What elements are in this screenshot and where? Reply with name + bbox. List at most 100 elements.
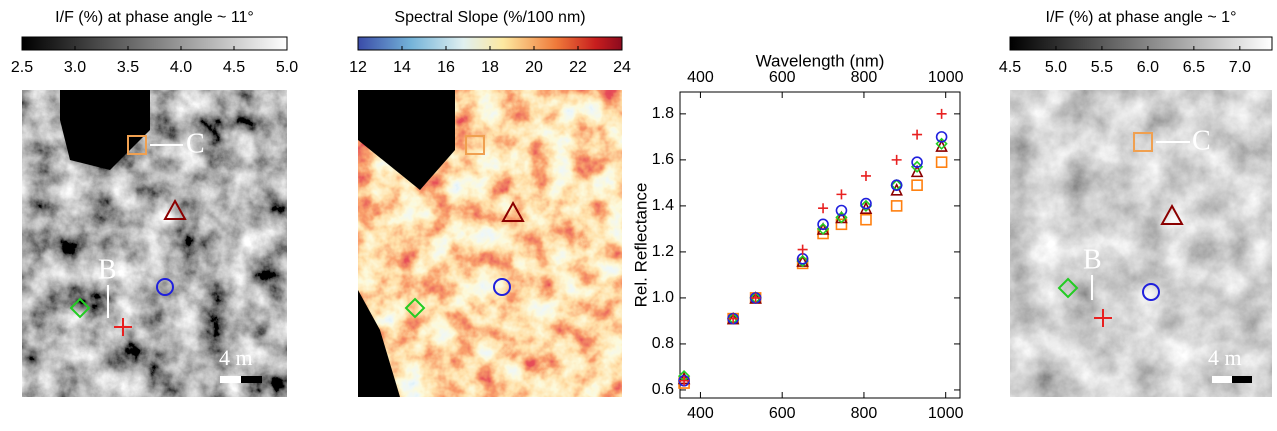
- point: [935, 137, 948, 150]
- colorbar-tick-label: 7.0: [1229, 59, 1251, 76]
- x-axis-label: Wavelength (nm): [756, 51, 885, 70]
- marker-diamond: [1057, 277, 1079, 299]
- point: [912, 129, 923, 140]
- image: [1010, 90, 1272, 397]
- colorbar-tick-label: 14: [393, 59, 411, 76]
- image-panel: C B 4 m: [22, 90, 287, 397]
- colorbar-tick-label: 24: [613, 59, 631, 76]
- marker-square: [1133, 132, 1153, 152]
- colorbar-tick-label: 5.0: [276, 59, 298, 76]
- colorbar-tick-label: 20: [525, 59, 543, 76]
- point: [859, 199, 873, 213]
- point: [835, 218, 848, 231]
- annotation: B: [98, 254, 117, 285]
- scale-bar: [220, 376, 241, 383]
- colorbar-tick-label: 4.5: [223, 59, 245, 76]
- colorbar-tick-label: 3.5: [117, 59, 139, 76]
- image-panel: C B 4 m: [1010, 90, 1272, 397]
- point: [935, 131, 948, 143]
- point: [860, 197, 872, 210]
- colorbar-tick-label: 16: [437, 59, 455, 76]
- y-tick-label: 0.6: [652, 381, 674, 398]
- point: [796, 254, 809, 268]
- point: [818, 203, 829, 214]
- colorbar-tick-label: 5.0: [1045, 59, 1067, 76]
- point: [796, 254, 809, 267]
- marker-diamond: [69, 297, 91, 319]
- point: [750, 292, 761, 303]
- point: [835, 211, 848, 224]
- point: [890, 179, 903, 191]
- colorbar-title: I/F (%) at phase angle ~ 11°: [55, 9, 254, 26]
- y-tick-label: 1.8: [652, 105, 674, 122]
- y-tick-label: 1.2: [652, 243, 674, 260]
- marker-plus: [114, 318, 132, 336]
- point: [728, 313, 739, 324]
- point: [890, 200, 903, 212]
- scale-bar: [1212, 376, 1232, 383]
- point: [911, 156, 923, 168]
- point: [910, 164, 924, 178]
- colorbar-tick-label: 6.5: [1183, 59, 1205, 76]
- x-tick-label: 1000: [928, 405, 964, 422]
- x-tick-label: 800: [851, 405, 878, 422]
- scale-bar: [241, 376, 262, 383]
- plot-frame: [679, 91, 961, 399]
- colorbar-tick-label: 4.5: [999, 59, 1021, 76]
- y-tick-label: 1.4: [652, 197, 674, 214]
- x-tick-label-top: 800: [851, 69, 878, 86]
- point: [679, 375, 690, 386]
- point: [796, 257, 809, 270]
- marker-triangle: [1160, 203, 1184, 225]
- colorbar-tick-label: 12: [349, 59, 367, 76]
- annotation: C: [1192, 125, 1211, 156]
- x-tick-label-top: 600: [769, 69, 796, 86]
- colorbar-tick-label: 22: [569, 59, 587, 76]
- y-tick-label: 1.0: [652, 289, 674, 306]
- point: [835, 204, 848, 217]
- scale-label: 4 m: [219, 345, 253, 370]
- y-tick-label: 0.8: [652, 335, 674, 352]
- colorbar-tick-label: 4.0: [170, 59, 192, 76]
- shadow: [358, 290, 400, 397]
- colorbar: [1009, 36, 1273, 51]
- shadow: [358, 90, 455, 190]
- scale-bar: [1232, 376, 1252, 383]
- colorbar-title: Spectral Slope (%/100 nm): [394, 9, 585, 26]
- colorbar-tick-label: 6.0: [1137, 59, 1159, 76]
- annotation: B: [1083, 244, 1102, 275]
- colorbar-title: I/F (%) at phase angle ~ 1°: [1046, 9, 1237, 26]
- x-tick-label: 400: [687, 405, 714, 422]
- image-panel: [358, 90, 622, 397]
- point: [935, 156, 948, 168]
- point: [860, 170, 871, 181]
- marker-triangle: [501, 200, 525, 222]
- x-tick-label-top: 400: [687, 69, 714, 86]
- point: [911, 179, 923, 191]
- colorbar-tick-label: 3.0: [64, 59, 86, 76]
- marker-circle: [156, 278, 174, 296]
- x-tick-label: 600: [769, 405, 796, 422]
- colorbar-tick-label: 2.5: [11, 59, 33, 76]
- colorbar-tick-label: 5.5: [1091, 59, 1113, 76]
- y-tick-label: 1.6: [652, 151, 674, 168]
- y-axis-label: Rel. Reflectance: [631, 183, 650, 308]
- marker-square: [465, 135, 485, 155]
- marker-triangle: [163, 198, 187, 220]
- point: [891, 154, 902, 165]
- point: [797, 244, 808, 255]
- colorbar-tick-label: 18: [481, 59, 499, 76]
- point: [860, 213, 872, 226]
- annotation: C: [186, 128, 205, 159]
- marker-square: [127, 135, 147, 155]
- marker-circle: [493, 278, 511, 296]
- marker-circle: [1142, 283, 1160, 301]
- marker-diamond: [404, 297, 426, 319]
- point: [836, 189, 847, 200]
- x-tick-label-top: 1000: [928, 69, 964, 86]
- scale-label: 4 m: [1208, 345, 1242, 370]
- point: [936, 108, 947, 119]
- point: [817, 218, 829, 231]
- marker-plus: [1094, 309, 1112, 327]
